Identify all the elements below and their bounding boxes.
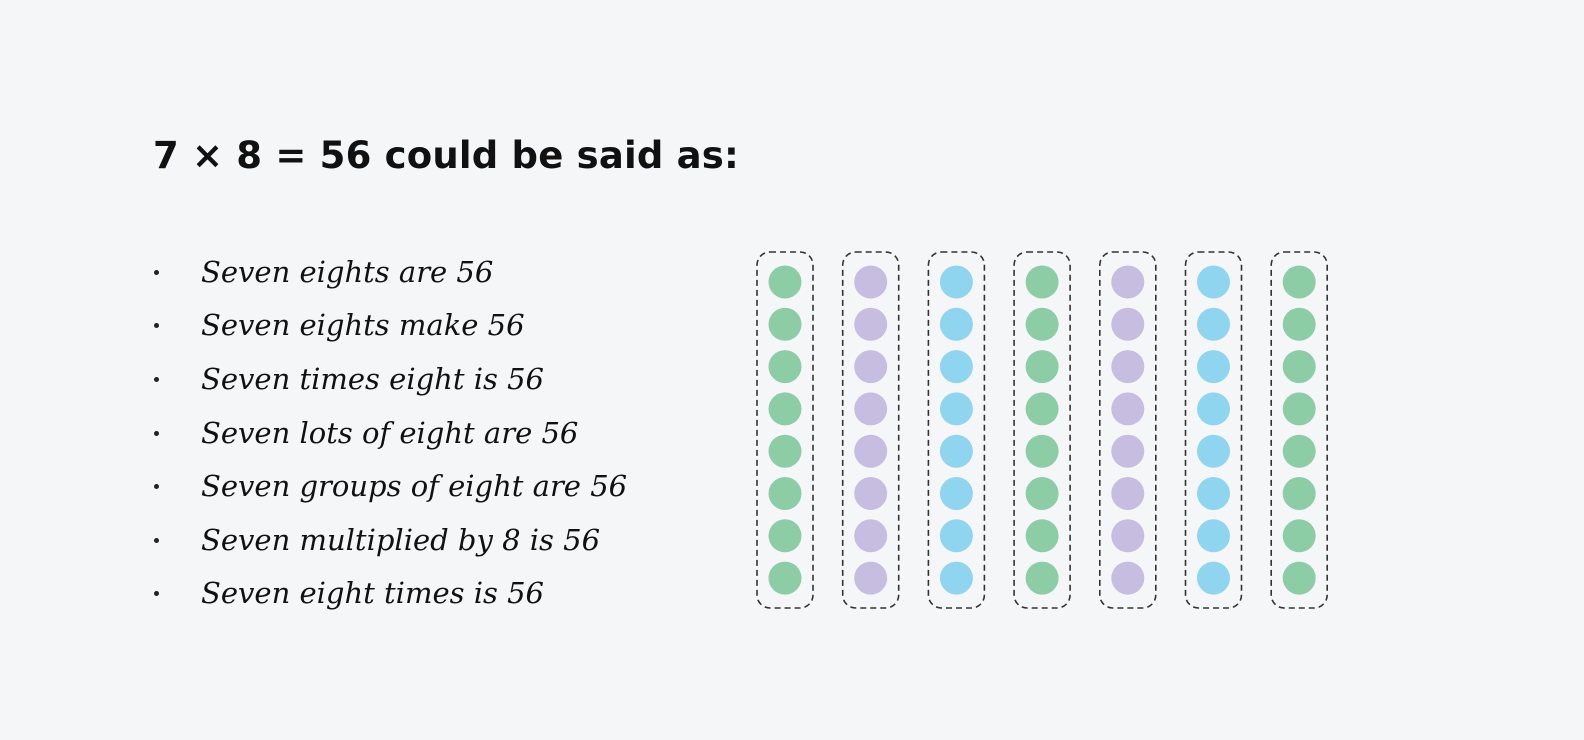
- group-border: [1013, 251, 1071, 609]
- bullet-icon: [154, 430, 159, 436]
- counter: [854, 265, 888, 299]
- counter: [1111, 434, 1145, 468]
- phrase-item: Seven eight times is 56: [150, 567, 627, 621]
- counter: [1282, 434, 1316, 468]
- bullet-icon: [154, 269, 159, 275]
- counter: [768, 434, 802, 468]
- counter: [768, 265, 802, 299]
- phrase-item: Seven multiplied by 8 is 56: [150, 513, 627, 567]
- counter: [1025, 392, 1059, 426]
- counter: [768, 307, 802, 341]
- counter: [854, 477, 888, 510]
- group-border: [756, 251, 814, 609]
- counter: [939, 477, 973, 510]
- bullet-icon: [154, 323, 159, 329]
- counter: [939, 519, 973, 553]
- phrase-text: Seven eights make 56: [201, 308, 525, 343]
- counter: [1111, 561, 1145, 595]
- counter: [939, 307, 973, 341]
- counter: [1197, 434, 1230, 468]
- group-border: [1184, 251, 1243, 609]
- phrase-item: Seven eights make 56: [150, 299, 627, 353]
- counter: [1025, 561, 1059, 595]
- counter: [939, 434, 973, 468]
- counter: [1282, 265, 1316, 299]
- counter: [854, 307, 888, 341]
- counter: [1111, 519, 1145, 553]
- counter: [1025, 434, 1059, 468]
- counter: [1282, 519, 1316, 553]
- counter: [1025, 265, 1059, 299]
- counter: [768, 350, 802, 384]
- counter-group: [756, 251, 814, 609]
- counter: [1197, 477, 1230, 510]
- counter: [1282, 561, 1316, 595]
- counter-group: [1099, 251, 1157, 609]
- counter: [1197, 561, 1230, 595]
- phrase-list: Seven eights are 56 Seven eights make 56…: [150, 245, 627, 620]
- phrase-text: Seven multiplied by 8 is 56: [201, 522, 601, 557]
- counter: [854, 392, 888, 426]
- counter: [854, 350, 888, 384]
- phrase-text: Seven eights are 56: [201, 254, 494, 289]
- phrase-text: Seven eight times is 56: [201, 576, 544, 611]
- phrase-item: Seven times eight is 56: [150, 352, 627, 406]
- counter: [1282, 307, 1316, 341]
- counter: [939, 350, 973, 384]
- counter: [1197, 519, 1230, 553]
- counter: [1282, 477, 1316, 510]
- counter-group: [1184, 251, 1243, 609]
- counter: [939, 265, 973, 299]
- counter: [768, 477, 802, 510]
- phrase-text: Seven groups of eight are 56: [201, 469, 628, 504]
- counter: [854, 434, 888, 468]
- heading: 7 × 8 = 56 could be said as:: [153, 134, 740, 177]
- group-border: [1270, 251, 1328, 609]
- counter: [854, 561, 888, 595]
- bullet-icon: [154, 376, 159, 382]
- bullet-icon: [154, 484, 159, 490]
- counter-group: [841, 251, 900, 609]
- counter-group: [927, 251, 986, 609]
- counter: [939, 561, 973, 595]
- group-border: [841, 251, 900, 609]
- bullet-icon: [154, 537, 159, 543]
- group-border: [927, 251, 986, 609]
- counter: [1111, 392, 1145, 426]
- counter: [1111, 265, 1145, 299]
- counter: [1197, 265, 1230, 299]
- counter: [1197, 392, 1230, 426]
- phrase-item: Seven lots of eight are 56: [150, 406, 627, 460]
- phrase-text: Seven times eight is 56: [201, 361, 544, 396]
- counter: [768, 561, 802, 595]
- counter: [854, 519, 888, 553]
- phrase-text: Seven lots of eight are 56: [201, 415, 579, 450]
- counter: [1197, 350, 1230, 384]
- counter: [1111, 350, 1145, 384]
- counter: [1025, 307, 1059, 341]
- phrase-item: Seven groups of eight are 56: [150, 459, 627, 513]
- counter: [1111, 307, 1145, 341]
- counter: [1282, 392, 1316, 426]
- group-border: [1099, 251, 1157, 609]
- phrase-item: Seven eights are 56: [150, 245, 627, 299]
- counter: [768, 519, 802, 553]
- counter: [1025, 477, 1059, 510]
- counter: [1025, 350, 1059, 384]
- counter: [939, 392, 973, 426]
- counter-group: [1013, 251, 1071, 609]
- counter: [1111, 477, 1145, 510]
- counter: [1282, 350, 1316, 384]
- counter: [1025, 519, 1059, 553]
- counter: [768, 392, 802, 426]
- counter: [1197, 307, 1230, 341]
- bullet-icon: [154, 591, 159, 597]
- counter-group: [1270, 251, 1328, 609]
